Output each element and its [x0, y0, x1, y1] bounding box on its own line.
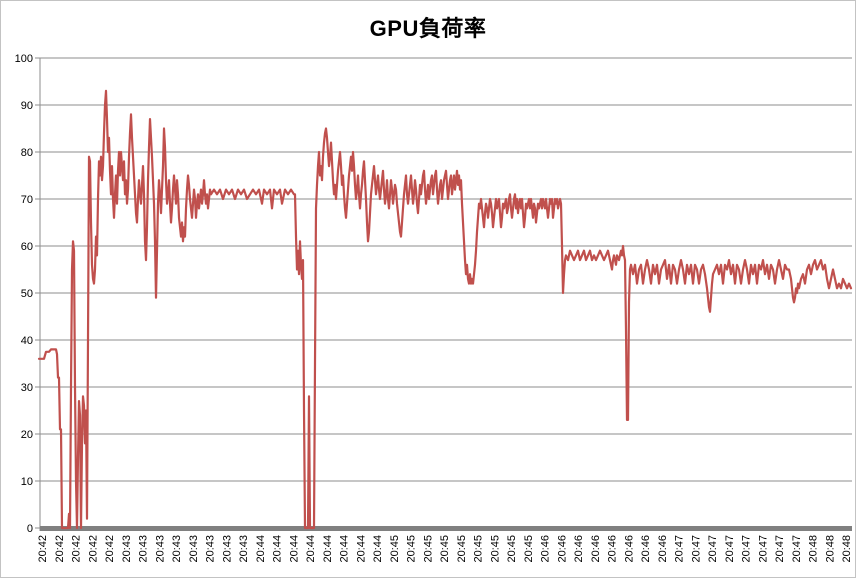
y-tick-label: 80 — [21, 147, 33, 159]
x-tick-label: 20:47 — [757, 535, 769, 563]
x-tick-label: 20:47 — [774, 535, 786, 563]
x-tick-label: 20:46 — [607, 535, 619, 563]
x-tick-label: 20:48 — [841, 535, 853, 563]
x-tick-label: 20:43 — [154, 535, 166, 563]
x-tick-label: 20:45 — [389, 535, 401, 563]
x-tick-label: 20:44 — [322, 535, 334, 563]
x-tick-label: 20:44 — [255, 535, 267, 563]
x-tick-label: 20:46 — [623, 535, 635, 563]
x-tick-label: 20:43 — [238, 535, 250, 563]
x-tick-label: 20:48 — [808, 535, 820, 563]
x-tick-label: 20:45 — [473, 535, 485, 563]
x-tick-label: 20:45 — [506, 535, 518, 563]
x-tick-label: 20:46 — [540, 535, 552, 563]
y-tick-label: 50 — [21, 288, 33, 300]
x-tick-label: 20:42 — [87, 535, 99, 563]
x-tick-label: 20:44 — [339, 535, 351, 563]
x-tick-label: 20:47 — [791, 535, 803, 563]
x-tick-label: 20:48 — [824, 535, 836, 563]
x-tick-label: 20:47 — [707, 535, 719, 563]
x-tick-label: 20:45 — [406, 535, 418, 563]
x-tick-label: 20:43 — [221, 535, 233, 563]
x-tick-label: 20:44 — [372, 535, 384, 563]
x-tick-label: 20:46 — [640, 535, 652, 563]
x-tick-label: 20:42 — [71, 535, 83, 563]
x-tick-label: 20:44 — [305, 535, 317, 563]
y-tick-label: 40 — [21, 335, 33, 347]
x-tick-label: 20:45 — [523, 535, 535, 563]
x-axis-bar — [40, 526, 852, 531]
y-tick-label: 30 — [21, 382, 33, 394]
x-tick-label: 20:45 — [489, 535, 501, 563]
x-tick-label: 20:46 — [657, 535, 669, 563]
x-tick-label: 20:47 — [741, 535, 753, 563]
x-tick-label: 20:46 — [556, 535, 568, 563]
x-tick-label: 20:43 — [121, 535, 133, 563]
x-tick-label: 20:43 — [205, 535, 217, 563]
x-tick-label: 20:43 — [188, 535, 200, 563]
x-tick-label: 20:42 — [54, 535, 66, 563]
x-tick-label: 20:43 — [171, 535, 183, 563]
y-tick-label: 0 — [27, 523, 33, 535]
gpu-load-series-line — [37, 89, 853, 530]
chart-title: GPU負荷率 — [369, 16, 487, 41]
x-tick-label: 20:44 — [355, 535, 367, 563]
y-tick-label: 20 — [21, 429, 33, 441]
y-tick-label: 90 — [21, 100, 33, 112]
x-tick-label: 20:42 — [37, 535, 49, 563]
y-tick-label: 10 — [21, 476, 33, 488]
x-tick-label: 20:43 — [138, 535, 150, 563]
x-tick-label: 20:47 — [690, 535, 702, 563]
y-tick-label: 60 — [21, 241, 33, 253]
x-tick-label: 20:44 — [272, 535, 284, 563]
x-tick-label: 20:45 — [439, 535, 451, 563]
x-tick-label: 20:42 — [104, 535, 116, 563]
y-tick-label: 70 — [21, 194, 33, 206]
x-tick-label: 20:44 — [288, 535, 300, 563]
x-tick-label: 20:45 — [456, 535, 468, 563]
y-tick-label: 100 — [15, 53, 33, 65]
x-tick-label: 20:47 — [674, 535, 686, 563]
x-tick-label: 20:47 — [724, 535, 736, 563]
x-tick-label: 20:46 — [573, 535, 585, 563]
x-tick-label: 20:46 — [590, 535, 602, 563]
x-tick-label: 20:45 — [422, 535, 434, 563]
